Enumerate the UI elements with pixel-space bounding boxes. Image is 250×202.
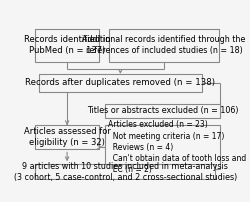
Text: Records after duplicates removed (n = 138): Records after duplicates removed (n = 13… <box>26 78 216 87</box>
FancyBboxPatch shape <box>35 125 99 149</box>
Text: Titles or abstracts excluded (n = 106): Titles or abstracts excluded (n = 106) <box>87 106 238 116</box>
Text: Articles assessed for
eligibility (n = 32): Articles assessed for eligibility (n = 3… <box>24 127 110 147</box>
Text: Additional records identified through the
references of included studies (n = 18: Additional records identified through th… <box>82 35 246 55</box>
Text: Records identified in
PubMed (n = 137): Records identified in PubMed (n = 137) <box>24 35 110 55</box>
FancyBboxPatch shape <box>35 164 215 179</box>
FancyBboxPatch shape <box>105 104 220 118</box>
FancyBboxPatch shape <box>105 125 220 169</box>
Text: Articles excluded (n = 23)
  Not meeting criteria (n = 17)
  Reviews (n = 4)
  C: Articles excluded (n = 23) Not meeting c… <box>108 120 246 174</box>
FancyBboxPatch shape <box>35 29 99 62</box>
Text: 9 articles with 10 studies included in meta-analysis
(3 cohort, 5 case-control, : 9 articles with 10 studies included in m… <box>14 162 237 182</box>
FancyBboxPatch shape <box>39 74 202 92</box>
FancyBboxPatch shape <box>109 29 219 62</box>
